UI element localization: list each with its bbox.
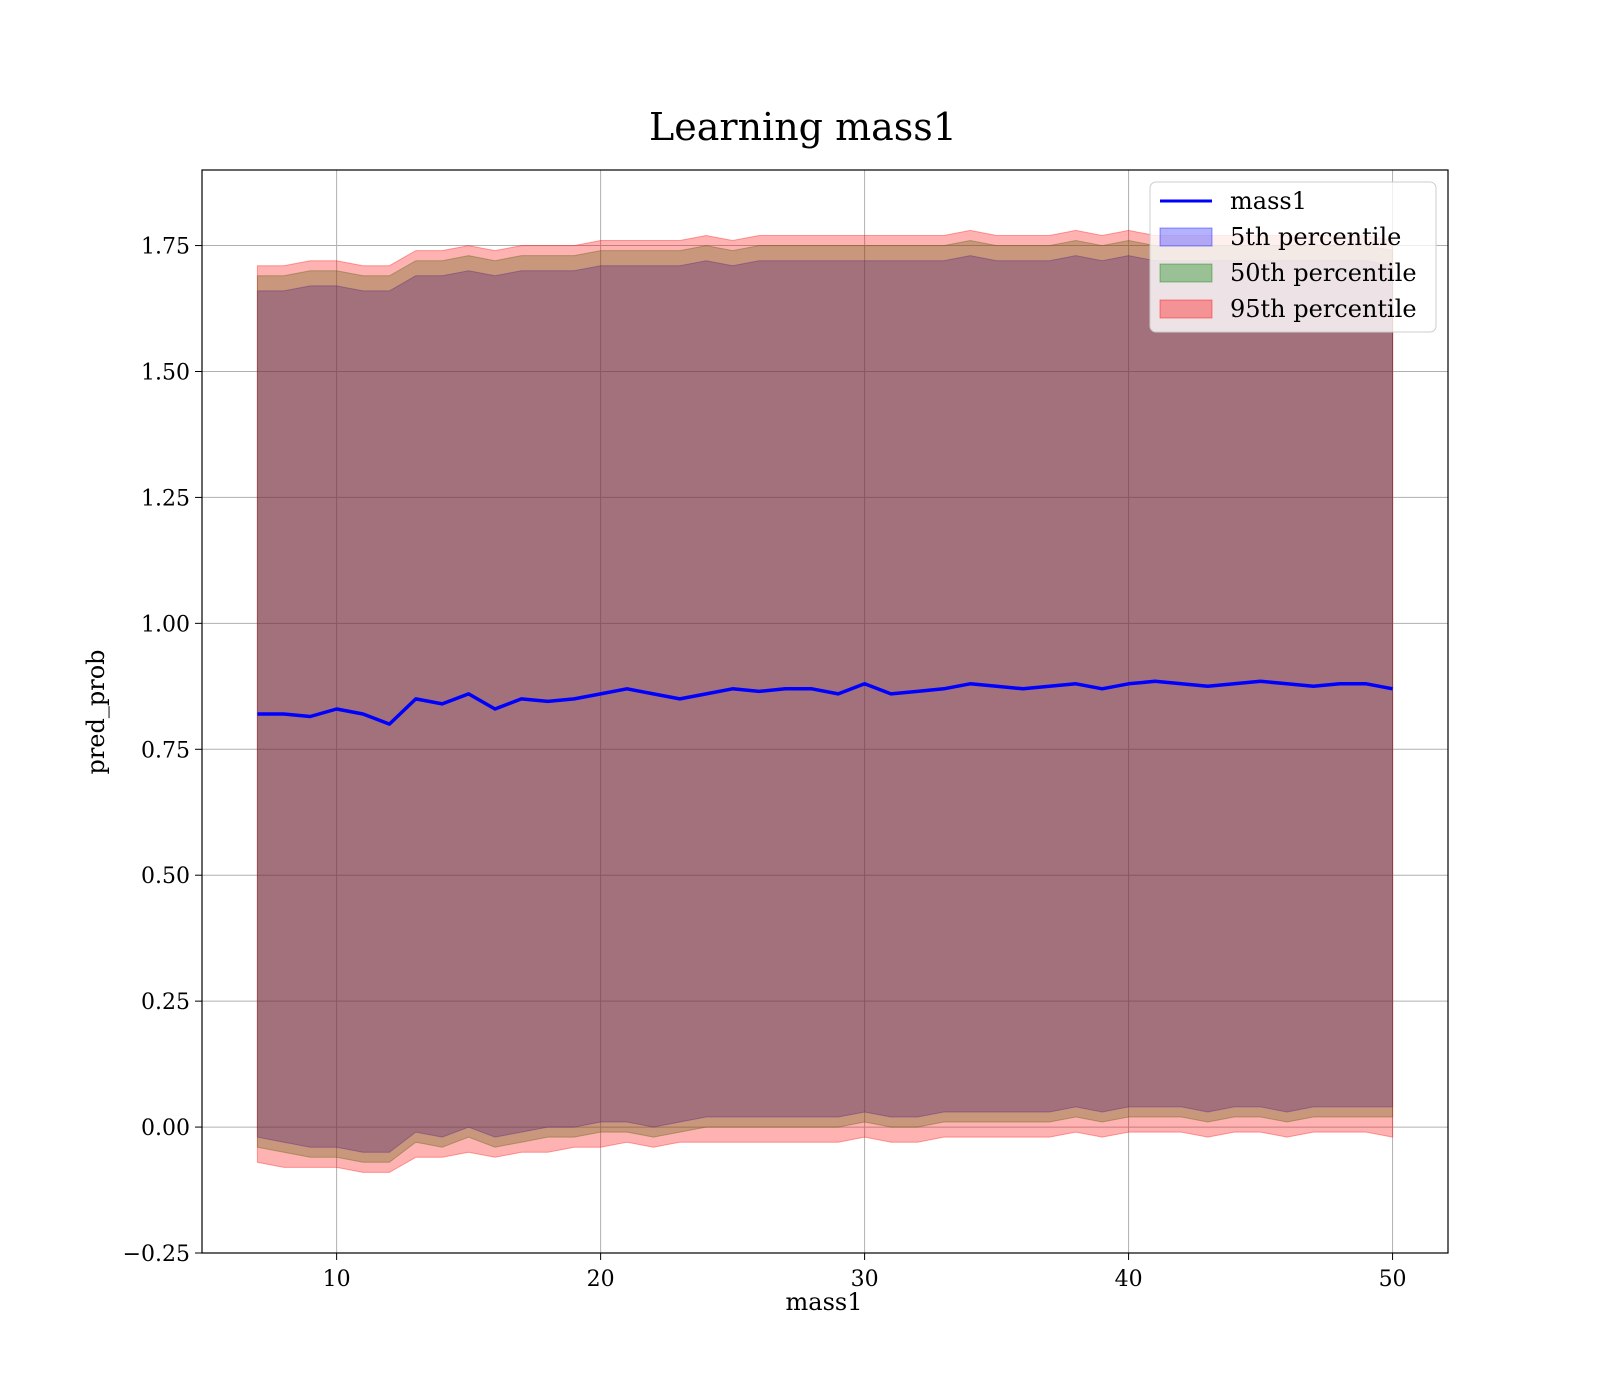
y-axis-label: pred_prob bbox=[82, 649, 110, 774]
legend-box bbox=[1149, 181, 1437, 333]
legend-label-50th-percentile: 50th percentile bbox=[1230, 259, 1417, 287]
legend-swatch-50th-percentile bbox=[1159, 263, 1213, 283]
legend-swatch-5th-percentile bbox=[1159, 227, 1213, 247]
percentile-bands bbox=[256, 229, 1394, 1173]
x-tick-label: 30 bbox=[851, 1267, 879, 1292]
band-95th-percentile bbox=[256, 229, 1394, 1173]
y-tick-label: 1.75 bbox=[141, 235, 190, 260]
y-tick-label: 0.50 bbox=[141, 864, 190, 889]
legend-label-mass1: mass1 bbox=[1230, 187, 1307, 215]
y-tick-label: 0.25 bbox=[141, 990, 190, 1015]
legend-swatch-95th-percentile bbox=[1159, 299, 1213, 319]
y-tick-label: 1.50 bbox=[141, 360, 190, 385]
y-tick-label: −0.25 bbox=[123, 1242, 190, 1267]
legend-label-5th-percentile: 5th percentile bbox=[1230, 223, 1401, 251]
y-tick-label: 1.00 bbox=[141, 612, 190, 637]
band-5th-percentile bbox=[256, 255, 1394, 1153]
plot-frame bbox=[201, 169, 1449, 1254]
legend-label-95th-percentile: 95th percentile bbox=[1230, 295, 1417, 323]
series-line-mass1 bbox=[257, 679, 1393, 726]
x-tick-label: 20 bbox=[587, 1267, 615, 1292]
x-axis-label: mass1 bbox=[786, 1288, 863, 1316]
chart-title: Learning mass1 bbox=[649, 105, 957, 149]
legend: mass1 5th percentile 50th percentile 95t… bbox=[1149, 181, 1437, 333]
y-tick-label: 1.25 bbox=[141, 486, 190, 511]
y-axis-ticks: −0.25 0.00 0.25 0.50 0.75 1.00 1.25 1.50 1.75 bbox=[123, 235, 202, 1267]
series-lines bbox=[257, 679, 1393, 726]
x-tick-label: 40 bbox=[1115, 1267, 1143, 1292]
x-tick-label: 10 bbox=[323, 1267, 351, 1292]
y-tick-label: 0.75 bbox=[141, 738, 190, 763]
band-50th-percentile bbox=[256, 239, 1394, 1163]
y-tick-label: 0.00 bbox=[141, 1116, 190, 1141]
x-tick-label: 50 bbox=[1379, 1267, 1407, 1292]
grid bbox=[202, 170, 1448, 1254]
x-axis-ticks: 10 20 30 40 50 bbox=[323, 1253, 1407, 1292]
